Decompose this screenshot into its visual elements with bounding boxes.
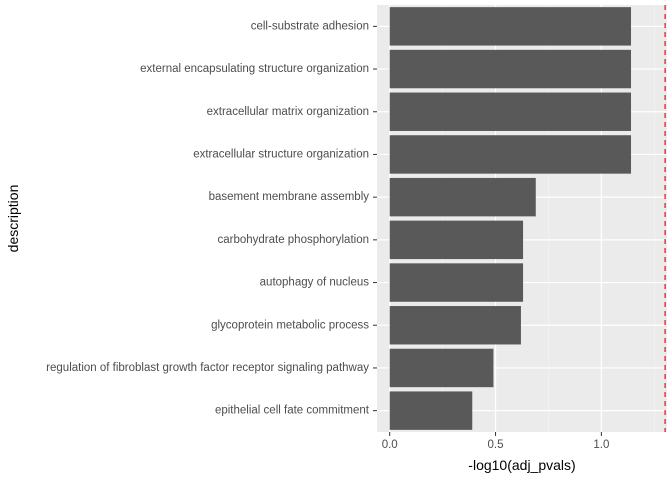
bar (389, 391, 473, 430)
x-tick-label: 1.0 (593, 439, 609, 451)
bar (389, 263, 524, 302)
bar (389, 49, 632, 89)
y-tick-label: glycoprotein metabolic process (211, 319, 369, 331)
x-tick-label: 0.0 (382, 439, 398, 451)
y-tick-label: basement membrane assembly (209, 191, 370, 203)
x-tick-label: 0.5 (488, 439, 504, 451)
x-axis-title: -log10(adj_pvals) (468, 457, 575, 473)
bar (389, 7, 632, 46)
y-tick-label: extracellular structure organization (193, 148, 369, 160)
y-tick-label: external encapsulating structure organiz… (140, 63, 369, 75)
bar (389, 220, 524, 260)
y-tick-label: epithelial cell fate commitment (215, 405, 370, 417)
y-axis: cell-substrate adhesion external encapsul… (46, 20, 377, 417)
x-axis: 0.0 0.5 1.0 (382, 432, 609, 451)
bar (389, 348, 494, 388)
y-tick-label: cell-substrate adhesion (251, 20, 369, 32)
y-tick-label: extracellular matrix organization (207, 106, 369, 118)
bars (389, 7, 632, 430)
bar (389, 92, 632, 131)
bar (389, 306, 521, 345)
bar (389, 177, 536, 217)
y-tick-label: carbohydrate phosphorylation (217, 234, 369, 246)
y-tick-label: autophagy of nucleus (260, 277, 370, 289)
y-axis-title: description (5, 185, 21, 253)
y-tick-label: regulation of fibroblast growth factor r… (46, 362, 369, 374)
bar (389, 135, 632, 174)
